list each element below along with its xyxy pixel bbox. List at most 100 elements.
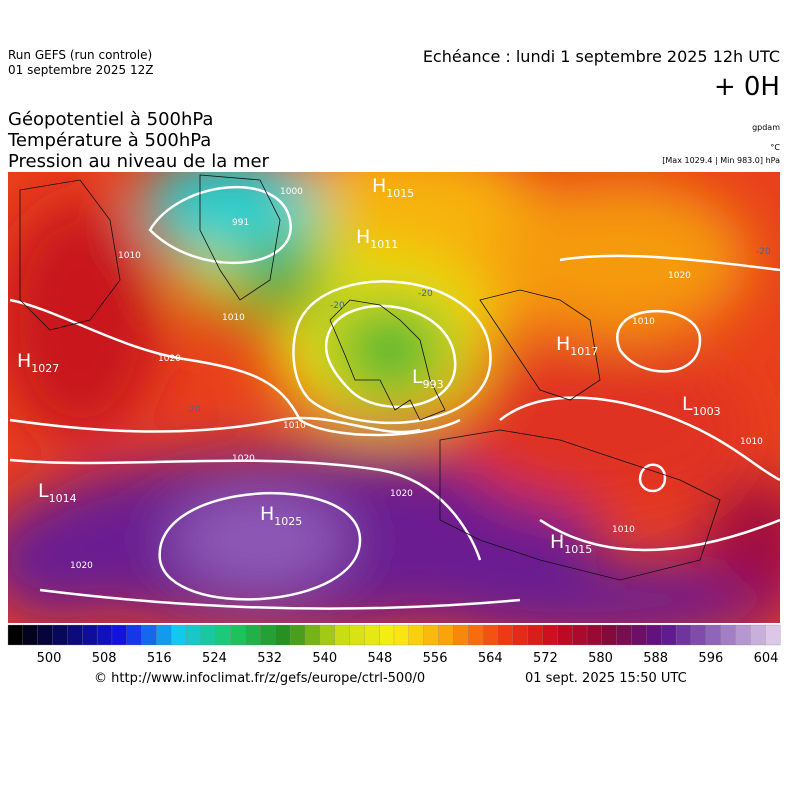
pressure-center: H1015 [550, 531, 592, 556]
color-swatch [319, 624, 336, 646]
source: © http://www.infoclimat.fr/z/gefs/europe… [94, 671, 425, 686]
color-swatch [705, 624, 722, 646]
isobar-label: 1010 [612, 525, 635, 535]
color-swatch [67, 624, 83, 646]
color-swatch [661, 624, 677, 646]
color-swatch [512, 624, 529, 646]
color-swatch [52, 624, 68, 646]
temperature-label: -20 [186, 405, 201, 415]
color-swatch [616, 624, 632, 646]
color-swatch [557, 624, 573, 646]
color-swatch [408, 624, 425, 646]
temperature-label: -20 [330, 301, 345, 311]
colorbar-tick-label: 564 [478, 651, 503, 666]
map [8, 172, 780, 623]
generated-time: 01 sept. 2025 15:50 UTC [525, 671, 687, 686]
color-swatch [379, 624, 395, 646]
color-swatch [423, 624, 439, 646]
color-swatch [765, 624, 781, 646]
color-swatch [37, 624, 53, 646]
pressure-center: L1003 [682, 393, 721, 418]
colorbar-tick-label: 532 [257, 651, 282, 666]
color-swatch [215, 624, 232, 646]
pressure-center: H1025 [260, 503, 302, 528]
color-swatch [126, 624, 143, 646]
color-swatch [289, 624, 306, 646]
colorbar-tick-label: 540 [312, 651, 337, 666]
color-swatch [141, 624, 157, 646]
pressure-center: H1027 [17, 350, 59, 375]
isobar-label: 1020 [390, 489, 413, 499]
colorbar-tick-label: 596 [698, 651, 723, 666]
color-swatch [482, 624, 499, 646]
color-swatch [601, 624, 618, 646]
color-swatch [275, 624, 291, 646]
colorbar-tick-label: 516 [147, 651, 172, 666]
temperature-label: -20 [418, 289, 433, 299]
color-swatch [156, 624, 172, 646]
color-swatch [720, 624, 736, 646]
color-swatch [468, 624, 484, 646]
colorbar-tick-label: 572 [533, 651, 558, 666]
color-swatch [349, 624, 365, 646]
pressure-center: L1014 [38, 480, 77, 505]
colorbar-tick-label: 580 [588, 651, 613, 666]
color-swatch [527, 624, 543, 646]
field: Pression au niveau de la mer [8, 151, 270, 172]
lead-time: + 0H [714, 72, 780, 102]
run-name: Run GEFS (run controle) [8, 48, 152, 62]
color-swatch [171, 624, 187, 646]
isobar-label: 1010 [283, 421, 306, 431]
isobar-label: 1010 [118, 251, 141, 261]
color-swatch [82, 624, 98, 646]
color-swatch [542, 624, 558, 646]
color-swatch [453, 624, 469, 646]
isobar-label: 1010 [222, 313, 245, 323]
isobar-label: 1000 [280, 187, 303, 197]
pressure-center: L993 [412, 366, 444, 391]
color-swatch [497, 624, 514, 646]
color-swatch [675, 624, 692, 646]
isobar-label: 1010 [740, 437, 763, 447]
unit: [Max 1029.4 | Min 983.0] hPa [662, 156, 780, 165]
color-swatch [631, 624, 647, 646]
color-swatch [690, 624, 707, 646]
isobar-label: 1020 [158, 354, 181, 364]
colorbar-tick-label: 556 [423, 651, 448, 666]
color-swatch [200, 624, 217, 646]
field: Géopotentiel à 500hPa [8, 109, 213, 130]
isobar-label: 1010 [632, 317, 655, 327]
colorbar-tick-label: 524 [202, 651, 227, 666]
color-swatch [646, 624, 662, 646]
color-swatch [750, 624, 766, 646]
color-swatch [245, 624, 261, 646]
color-swatch [304, 624, 321, 646]
unit: °C [770, 143, 780, 152]
pressure-center: H1015 [372, 175, 414, 200]
colorbar-tick-label: 500 [37, 651, 62, 666]
color-swatch [334, 624, 350, 646]
colorbar-tick-label: 548 [368, 651, 393, 666]
colorbar-tick-label: 604 [754, 651, 779, 666]
color-swatch [572, 624, 588, 646]
color-swatch [186, 624, 202, 646]
color-swatch [586, 624, 603, 646]
color-swatch [230, 624, 246, 646]
colorbar-tick-label: 508 [92, 651, 117, 666]
color-swatch [364, 624, 380, 646]
field: Température à 500hPa [7, 130, 211, 151]
temperature-label: -20 [756, 247, 771, 257]
pressure-center: H1011 [356, 226, 398, 251]
echeance: Echéance : lundi 1 septembre 2025 12h UT… [423, 47, 780, 66]
isobar-label: 1020 [668, 271, 691, 281]
isobar-label: 991 [232, 218, 249, 228]
colorbar-tick-label: 588 [643, 651, 668, 666]
color-swatch [260, 624, 276, 646]
color-swatch [7, 624, 24, 646]
isobar-label: 1020 [232, 454, 255, 464]
color-swatch [22, 624, 39, 646]
color-swatch [438, 624, 454, 646]
color-swatch [111, 624, 128, 646]
run-date: 01 septembre 2025 12Z [8, 63, 153, 77]
